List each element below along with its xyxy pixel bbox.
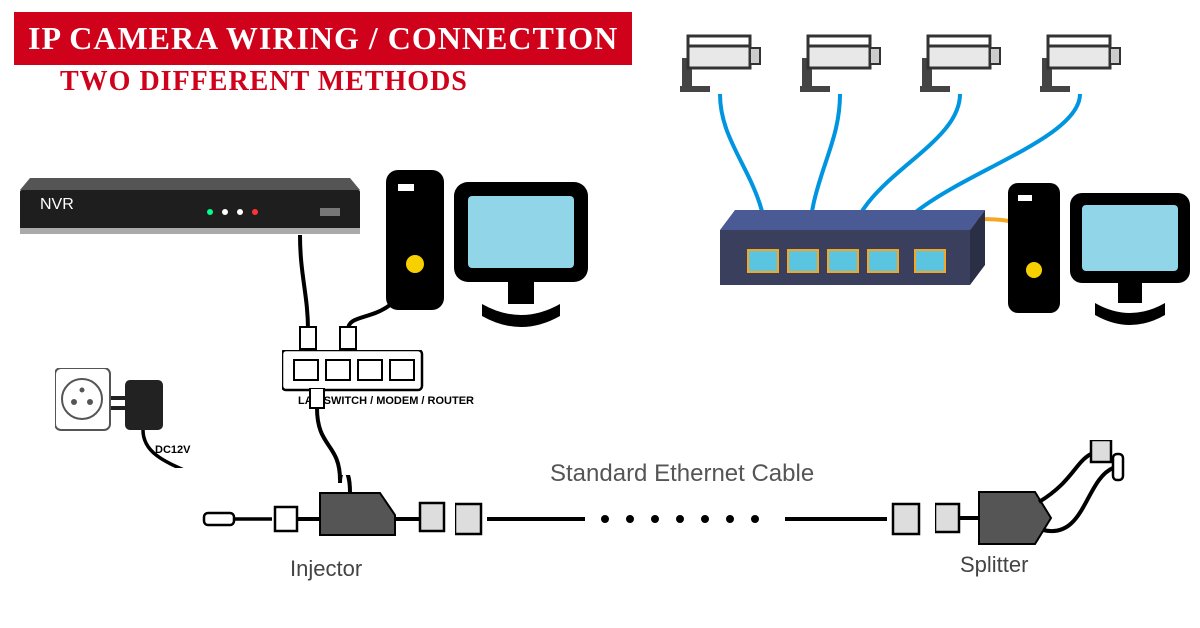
splitter-label: Splitter [960, 552, 1028, 578]
camera-icon [680, 36, 760, 92]
camera-icon [920, 36, 1000, 92]
dc12v-label: DC12V [155, 444, 190, 456]
subtitle: TWO DIFFERENT METHODS [60, 66, 468, 98]
camera-icon [1040, 36, 1120, 92]
camera-icon [800, 36, 880, 92]
ethernet-cable-icon [455, 490, 925, 550]
pc-icon [1000, 175, 1200, 355]
injector-label: Injector [290, 556, 362, 582]
poe-switch-icon [720, 210, 985, 285]
ethernet-label: Standard Ethernet Cable [550, 460, 814, 488]
title-banner: IP CAMERA WIRING / CONNECTION [14, 12, 632, 65]
nvr-label: NVR [40, 196, 74, 214]
cable-set-1 [250, 235, 450, 365]
